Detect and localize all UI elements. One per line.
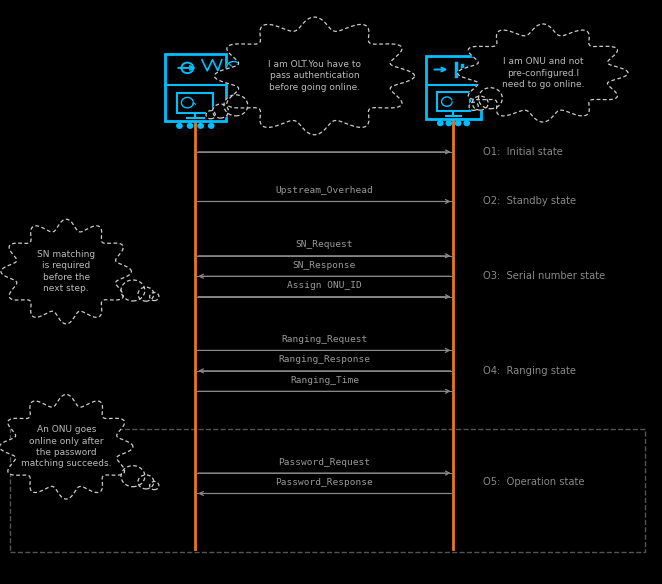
Circle shape — [187, 124, 193, 128]
Polygon shape — [0, 394, 133, 499]
Circle shape — [224, 95, 248, 116]
Text: I am ONU and not
pre-configured.I
need to go online.: I am ONU and not pre-configured.I need t… — [502, 57, 584, 89]
Circle shape — [150, 293, 159, 301]
Circle shape — [226, 61, 241, 74]
Circle shape — [138, 287, 154, 301]
Text: I am OLT.You have to
pass authentication
before going online.: I am OLT.You have to pass authentication… — [268, 60, 361, 92]
Text: Password_Request: Password_Request — [279, 458, 370, 467]
Text: O2:  Standby state: O2: Standby state — [483, 196, 577, 207]
Text: SN_Request: SN_Request — [296, 241, 353, 249]
Polygon shape — [214, 17, 414, 135]
Text: Ranging_Response: Ranging_Response — [279, 356, 370, 364]
Polygon shape — [1, 219, 132, 324]
Circle shape — [121, 465, 145, 486]
Polygon shape — [457, 24, 628, 122]
Circle shape — [213, 104, 228, 118]
Text: Password_Response: Password_Response — [275, 478, 373, 487]
Circle shape — [209, 124, 214, 128]
Text: O4:  Ranging state: O4: Ranging state — [483, 366, 576, 376]
Circle shape — [469, 102, 478, 110]
Text: O3:  Serial number state: O3: Serial number state — [483, 271, 606, 281]
Circle shape — [464, 121, 469, 126]
Text: Assign ONU_ID: Assign ONU_ID — [287, 281, 361, 290]
Circle shape — [121, 280, 145, 301]
Text: Upstream_Overhead: Upstream_Overhead — [275, 186, 373, 195]
Circle shape — [446, 121, 451, 126]
Text: An ONU goes
online only after
the password
matching succeeds.: An ONU goes online only after the passwo… — [21, 425, 111, 468]
Text: O5:  Operation state: O5: Operation state — [483, 477, 585, 487]
FancyBboxPatch shape — [426, 56, 481, 119]
Circle shape — [479, 88, 502, 109]
Circle shape — [455, 121, 461, 126]
Circle shape — [481, 64, 495, 75]
Text: Ranging_Request: Ranging_Request — [281, 335, 367, 344]
Circle shape — [138, 475, 154, 489]
Text: Ranging_Time: Ranging_Time — [290, 376, 359, 385]
Text: SN matching
is required
before the
next step.: SN matching is required before the next … — [37, 250, 95, 293]
Circle shape — [472, 96, 488, 110]
Circle shape — [438, 121, 443, 126]
Circle shape — [150, 481, 159, 489]
Circle shape — [206, 110, 215, 119]
Text: SN_Response: SN_Response — [293, 261, 356, 270]
FancyBboxPatch shape — [437, 92, 470, 111]
Circle shape — [198, 124, 203, 128]
FancyBboxPatch shape — [177, 93, 213, 113]
Circle shape — [177, 124, 182, 128]
FancyBboxPatch shape — [165, 54, 226, 121]
Text: O1:  Initial state: O1: Initial state — [483, 147, 563, 157]
